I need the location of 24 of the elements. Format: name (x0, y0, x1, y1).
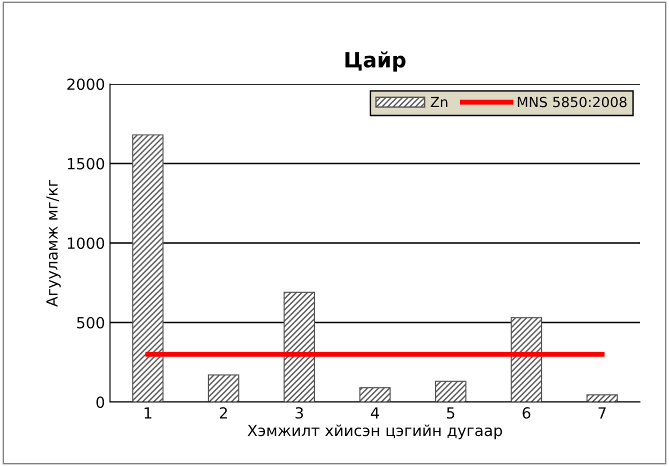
x-tick-label: 1 (144, 407, 152, 418)
bar (586, 394, 618, 402)
bar (510, 317, 542, 402)
x-tick-label: 2 (220, 407, 227, 418)
x-tick-label: 6 (522, 407, 530, 419)
y-tick-label: 1000 (68, 237, 104, 250)
x-tick-label: 4 (370, 407, 380, 418)
y-tick-label: 0 (96, 396, 104, 408)
chart-title: Цайр (345, 51, 406, 72)
x-tick-label: 5 (447, 407, 454, 419)
bar (208, 374, 240, 402)
y-axis-title: Агууламж мг/кг (46, 180, 61, 307)
legend-label: Zn (430, 96, 448, 108)
bar (435, 380, 466, 402)
x-tick-label: 3 (296, 407, 303, 419)
legend-label: MNS 5850:2008 (518, 96, 627, 108)
bar (132, 134, 164, 402)
x-tick-label: 7 (598, 407, 606, 418)
y-tick-label: 500 (77, 316, 104, 329)
bar (284, 292, 315, 402)
y-tick-label: 2000 (67, 78, 104, 90)
y-tick-label: 1500 (68, 158, 104, 170)
bar (359, 387, 391, 402)
x-axis-title: Хэмжилт хйисэн цэгийн дугаар (248, 424, 502, 440)
